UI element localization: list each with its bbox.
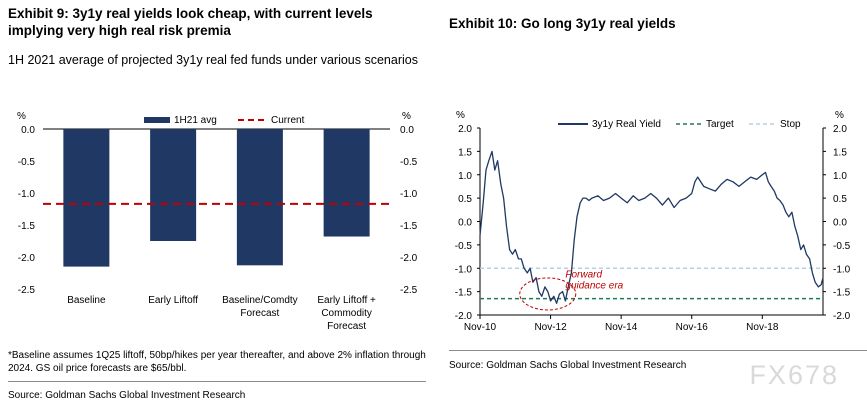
forward-guidance-ellipse — [519, 277, 577, 311]
left-source: Source: Goldman Sachs Global Investment … — [8, 390, 246, 401]
y-tick-right: 0.0 — [400, 125, 414, 136]
y-unit-right: % — [835, 110, 844, 121]
bar-1 — [150, 129, 197, 241]
x-tick: Nov-16 — [676, 322, 709, 333]
bar-chart: % % 0.0 0.0 -0.5 -0.5 -1.0 -1.0 -1.5 -1.5 -2.0 -2.0… — [17, 111, 418, 332]
y-tick-left: -1.5 — [18, 221, 36, 232]
x-label-2: Baseline/Comdty — [222, 295, 298, 306]
left-title: Exhibit 9: 3y1y real yields look cheap, … — [8, 6, 373, 38]
y-tick-left: -0.5 — [18, 157, 36, 168]
legend-yield-label: 3y1y Real Yield — [592, 119, 661, 130]
right-source: Source: Goldman Sachs Global Investment … — [449, 360, 687, 371]
y-tick-left: 1.0 — [458, 171, 472, 182]
y-tick-left: -0.5 — [455, 241, 473, 252]
y-tick-left: 2.0 — [458, 124, 472, 135]
right-panel: Exhibit 10: Go long 3y1y real yields %% 2… — [440, 0, 867, 409]
y-tick-right: 0.5 — [833, 194, 847, 205]
y-unit-right: % — [402, 111, 411, 122]
legend-stop-label: Stop — [780, 119, 801, 130]
y-tick-left: -2.5 — [18, 285, 36, 296]
y-tick-left: 1.5 — [458, 147, 472, 158]
y-unit-left: % — [456, 110, 465, 121]
y-tick-right: 1.0 — [833, 171, 847, 182]
legend-bar-label: 1H21 avg — [174, 115, 217, 126]
y-tick-left: -1.0 — [455, 264, 473, 275]
y-tick-left: -1.0 — [18, 189, 36, 200]
y-tick-left: -2.0 — [18, 253, 36, 264]
x-label-0: Baseline — [67, 295, 106, 306]
line-chart: % % 2.0 2.0 1.5 1.5 1.0 1.0 0.5 0.5 0.0 0.0 -0.5 -0.5… — [455, 110, 851, 333]
y-tick-left: -1.5 — [455, 288, 473, 299]
x-label-3: Early Liftoff + — [317, 295, 376, 306]
watermark: FX678 — [749, 360, 839, 390]
y-tick-right: -1.0 — [400, 189, 418, 200]
y-tick-right: -1.5 — [400, 221, 418, 232]
y-tick-right: 0.0 — [833, 218, 847, 229]
left-footnote: *Baseline assumes 1Q25 liftoff, 50bp/hik… — [8, 350, 426, 374]
real-yield-line — [479, 150, 824, 304]
left-subtitle: 1H 2021 average of projected 3y1y real f… — [8, 53, 418, 67]
y-tick-right: -0.5 — [833, 241, 851, 252]
x-tick: Nov-14 — [605, 322, 638, 333]
x-label-3: Forecast — [327, 321, 366, 332]
y-tick-right: -2.0 — [400, 253, 418, 264]
x-tick: Nov-10 — [464, 322, 497, 333]
y-tick-left: 0.5 — [458, 194, 472, 205]
annotation-0: Forward — [565, 270, 602, 281]
left-panel: Exhibit 9: 3y1y real yields look cheap, … — [0, 0, 432, 409]
annotation-1: guidance era — [565, 281, 623, 292]
x-tick: Nov-18 — [746, 322, 779, 333]
x-tick: Nov-12 — [534, 322, 567, 333]
y-tick-right: -1.0 — [833, 264, 851, 275]
bar-0 — [63, 129, 110, 267]
y-tick-right: -0.5 — [400, 157, 418, 168]
y-tick-right: -2.5 — [400, 285, 418, 296]
bar-2 — [236, 129, 283, 266]
x-label-3: Commodity — [321, 308, 372, 319]
right-title: Exhibit 10: Go long 3y1y real yields — [449, 16, 676, 31]
bar-3 — [323, 129, 370, 237]
y-tick-right: -2.0 — [833, 311, 851, 322]
x-label-2: Forecast — [240, 308, 279, 319]
y-tick-right: 2.0 — [833, 124, 847, 135]
legend-bar-swatch — [144, 117, 170, 123]
legend-current-label: Current — [271, 115, 305, 126]
y-tick-left: 0.0 — [458, 218, 472, 229]
left-divider — [8, 381, 426, 382]
y-tick-right: 1.5 — [833, 147, 847, 158]
y-tick-left: -2.0 — [455, 311, 473, 322]
right-divider — [449, 350, 867, 351]
y-unit-left: % — [17, 111, 26, 122]
x-label-1: Early Liftoff — [148, 295, 198, 306]
legend-target-label: Target — [706, 119, 734, 130]
y-tick-left: 0.0 — [21, 125, 35, 136]
y-tick-right: -1.5 — [833, 288, 851, 299]
